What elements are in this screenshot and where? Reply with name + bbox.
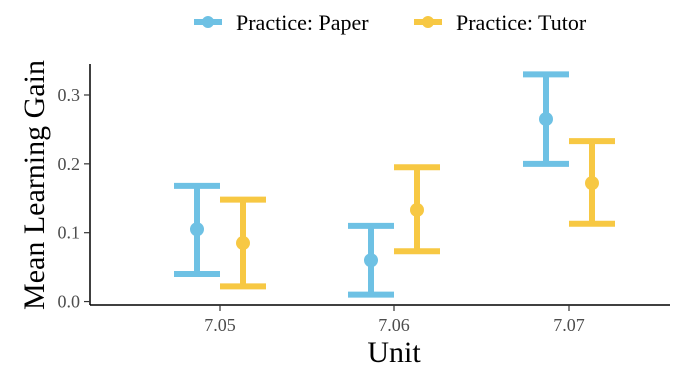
legend-item-paper: Practice: Paper bbox=[194, 10, 369, 35]
x-axis-title: Unit bbox=[367, 336, 421, 367]
mean-point bbox=[236, 236, 250, 251]
y-axis-title: Mean Learning Gain bbox=[18, 60, 51, 310]
x-tick-label: 7.07 bbox=[553, 315, 585, 335]
y-ticks: 0.0 0.1 0.2 0.3 bbox=[58, 85, 90, 312]
errorbar-tutor bbox=[394, 164, 440, 255]
legend: Practice: Paper Practice: Tutor bbox=[194, 10, 587, 35]
y-tick-label: 0.3 bbox=[58, 85, 81, 105]
mean-point bbox=[190, 222, 204, 237]
mean-point bbox=[539, 112, 553, 127]
legend-item-tutor: Practice: Tutor bbox=[414, 10, 587, 35]
legend-dot-tutor bbox=[422, 16, 434, 28]
x-ticks: 7.05 7.06 7.07 bbox=[204, 305, 585, 335]
x-tick-label: 7.05 bbox=[204, 315, 236, 335]
y-tick-label: 0.1 bbox=[58, 223, 81, 243]
x-tick-label: 7.06 bbox=[378, 315, 410, 335]
errorbar-tutor bbox=[569, 138, 615, 227]
errorbar-tutor bbox=[220, 196, 266, 290]
errorbar-paper bbox=[348, 222, 394, 298]
y-tick-label: 0.2 bbox=[58, 154, 81, 174]
legend-dot-paper bbox=[202, 16, 214, 28]
error-bars bbox=[174, 71, 615, 298]
mean-point bbox=[364, 253, 378, 268]
mean-point bbox=[585, 176, 599, 191]
errorbar-paper bbox=[174, 182, 220, 278]
y-tick-label: 0.0 bbox=[58, 292, 81, 312]
errorbar-paper bbox=[523, 71, 569, 167]
mean-point bbox=[410, 202, 424, 217]
legend-label-paper: Practice: Paper bbox=[236, 10, 369, 35]
legend-label-tutor: Practice: Tutor bbox=[456, 10, 587, 35]
